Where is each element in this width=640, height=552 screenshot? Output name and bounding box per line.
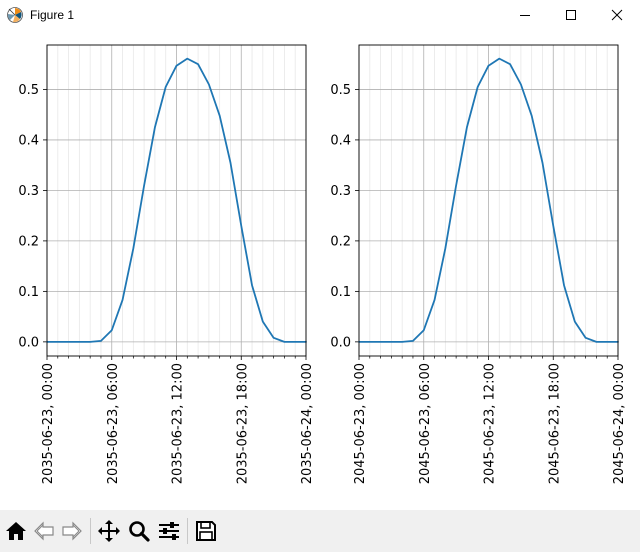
y-tick-label: 0.5 [330, 83, 351, 98]
maximize-button[interactable] [548, 0, 594, 30]
x-tick-label: 2045-06-23, 18:00 [547, 363, 562, 484]
y-tick-label: 0.4 [330, 133, 351, 148]
pan-button[interactable] [96, 518, 122, 544]
x-tick-label: 2045-06-23, 00:00 [353, 363, 368, 484]
matplotlib-logo-icon [6, 6, 24, 24]
save-icon [196, 521, 216, 541]
y-tick-label: 0.1 [18, 285, 39, 300]
x-tick-label: 2035-06-23, 06:00 [106, 363, 121, 484]
save-button[interactable] [193, 518, 219, 544]
x-tick-label: 2035-06-23, 00:00 [41, 363, 56, 484]
axes-frame [358, 44, 619, 357]
x-tick-label: 2045-06-23, 12:00 [483, 363, 498, 484]
navigation-toolbar [0, 510, 640, 552]
y-tick-label: 0.4 [18, 133, 39, 148]
x-tick-label: 2035-06-24, 00:00 [300, 363, 315, 484]
y-tick-label: 0.0 [18, 335, 39, 350]
axes-frame [46, 44, 307, 357]
forward-button[interactable] [59, 518, 85, 544]
series-line [358, 57, 619, 343]
figure-canvas[interactable]: 2035-06-23, 00:00 2035-06-23, 06:00 2035-0… [0, 30, 640, 510]
window-titlebar: Figure 1 [0, 0, 640, 30]
y-tick-label: 0.5 [18, 83, 39, 98]
close-button[interactable] [594, 0, 640, 30]
y-tick-label: 0.1 [330, 285, 351, 300]
home-button[interactable] [3, 518, 29, 544]
y-tick-label: 0.0 [330, 335, 351, 350]
close-icon [611, 9, 623, 21]
y-tick-label: 0.3 [330, 184, 351, 199]
toolbar-separator [90, 518, 91, 544]
pan-icon [98, 520, 120, 542]
x-tick-label: 2045-06-23, 06:00 [418, 363, 433, 484]
back-icon [34, 521, 54, 541]
x-tick-label: 2045-06-24, 00:00 [612, 363, 627, 484]
y-tick-label: 0.2 [18, 234, 39, 249]
minimize-button[interactable] [502, 0, 548, 30]
home-icon [6, 522, 26, 540]
figure-svg: 2035-06-23, 00:00 2035-06-23, 06:00 2035-0… [18, 44, 627, 484]
x-tick-label: 2035-06-23, 12:00 [171, 363, 186, 484]
subplot-2: 2045-06-23, 00:00 2045-06-23, 06:00 2045-0… [330, 44, 627, 484]
subplot-1: 2035-06-23, 00:00 2035-06-23, 06:00 2035-0… [18, 44, 315, 484]
window-title: Figure 1 [30, 8, 75, 22]
toolbar-separator [187, 518, 188, 544]
x-tick-label: 2035-06-23, 18:00 [235, 363, 250, 484]
zoom-icon [129, 521, 150, 542]
series-line [46, 57, 307, 343]
configure-subplots-icon [159, 522, 179, 540]
minimize-icon [520, 15, 530, 16]
y-tick-label: 0.2 [330, 234, 351, 249]
back-button[interactable] [31, 518, 57, 544]
zoom-button[interactable] [126, 518, 152, 544]
configure-subplots-button[interactable] [156, 518, 182, 544]
y-tick-label: 0.3 [18, 184, 39, 199]
maximize-icon [566, 10, 576, 20]
forward-icon [62, 521, 82, 541]
